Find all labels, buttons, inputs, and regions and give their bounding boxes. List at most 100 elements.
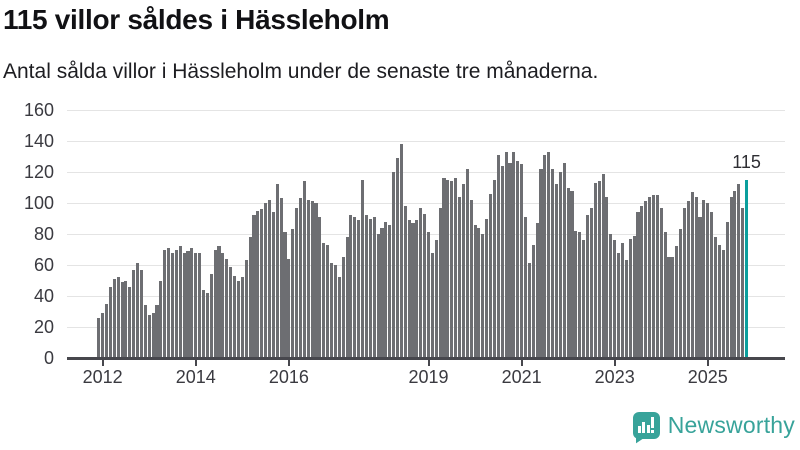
bar	[617, 252, 621, 358]
y-axis-tick-label: 80	[33, 224, 54, 244]
bar	[477, 227, 481, 358]
bar	[574, 230, 578, 358]
bar	[605, 196, 609, 358]
bar	[108, 286, 112, 358]
bar	[415, 220, 419, 358]
bar	[112, 278, 116, 358]
bar	[174, 249, 178, 358]
bar	[531, 244, 535, 358]
bar	[357, 220, 361, 358]
bar	[407, 220, 411, 358]
bar	[372, 216, 376, 358]
bar	[392, 172, 396, 358]
bar	[554, 184, 559, 358]
bar	[640, 206, 644, 358]
bar	[186, 251, 190, 358]
bar	[551, 168, 555, 358]
gridline	[67, 172, 785, 173]
bar	[710, 212, 714, 358]
bar	[291, 229, 295, 358]
bar	[329, 263, 334, 358]
bar	[457, 196, 462, 358]
bar	[143, 305, 147, 358]
x-axis-tick-label: 2012	[82, 367, 123, 387]
bar-chart-speech-bubble-icon	[632, 411, 660, 444]
bar	[252, 215, 256, 358]
bar	[314, 203, 318, 358]
bar	[465, 168, 469, 358]
x-axis-tick-label: 2016	[268, 367, 309, 387]
bar	[698, 216, 702, 358]
logo-bar-small	[637, 425, 641, 433]
bar	[419, 207, 423, 358]
bar	[520, 164, 524, 358]
bar	[116, 277, 120, 358]
bar	[648, 196, 652, 358]
bar	[481, 234, 485, 358]
bar	[147, 314, 151, 358]
bar	[364, 215, 368, 358]
bar	[225, 258, 229, 358]
bar	[256, 210, 260, 358]
bar	[543, 154, 547, 358]
bar	[283, 232, 287, 358]
bar	[260, 209, 264, 358]
bar	[209, 274, 213, 358]
bar	[349, 215, 353, 358]
bar	[264, 203, 268, 358]
bar	[558, 172, 562, 358]
x-axis-tick-label: 2014	[175, 367, 216, 387]
bar	[201, 289, 206, 358]
bar	[267, 199, 272, 358]
bar	[430, 252, 434, 358]
y-axis-tick-label: 100	[23, 193, 54, 213]
x-axis-tick	[520, 359, 523, 366]
bar	[182, 252, 186, 358]
bar	[694, 196, 698, 358]
x-axis-tick	[706, 359, 709, 366]
bar	[124, 280, 128, 358]
y-axis-tick-label: 20	[33, 317, 54, 337]
brand-footer: Newsworthy	[632, 407, 795, 444]
bar	[97, 317, 101, 358]
bar	[318, 216, 322, 358]
bar	[368, 218, 372, 358]
bar	[523, 216, 528, 358]
gridline	[67, 110, 785, 111]
bar	[671, 257, 675, 358]
bar	[295, 207, 299, 358]
bar	[601, 173, 605, 358]
bar	[566, 187, 570, 358]
bar	[535, 223, 539, 358]
bar	[547, 151, 551, 358]
logo-bubble	[632, 411, 660, 439]
bar	[593, 182, 597, 358]
y-axis-tick-label: 140	[23, 131, 54, 151]
bar	[659, 207, 663, 358]
bar	[229, 266, 233, 358]
bar	[504, 151, 508, 358]
gridline	[67, 141, 785, 142]
bar	[624, 260, 628, 358]
bar	[248, 237, 252, 358]
bar	[450, 181, 454, 358]
chart-subtitle: Antal sålda villor i Hässleholm under de…	[3, 60, 599, 83]
logo-exclamation-dot	[651, 429, 655, 433]
bar	[240, 277, 244, 358]
logo-exclamation-bar	[651, 416, 655, 428]
bar	[620, 243, 624, 358]
bar	[469, 199, 473, 358]
chart-title: 115 villor såldes i Hässleholm	[3, 4, 390, 35]
bar	[244, 260, 248, 358]
bar	[702, 199, 706, 358]
bar	[163, 249, 167, 358]
brand-name: Newsworthy	[667, 411, 795, 438]
bar	[120, 282, 124, 358]
bar	[454, 178, 458, 358]
bar	[233, 275, 237, 358]
bar	[384, 221, 388, 358]
bar	[399, 144, 403, 358]
bar	[132, 269, 136, 358]
logo-bubble-tail	[635, 437, 645, 444]
